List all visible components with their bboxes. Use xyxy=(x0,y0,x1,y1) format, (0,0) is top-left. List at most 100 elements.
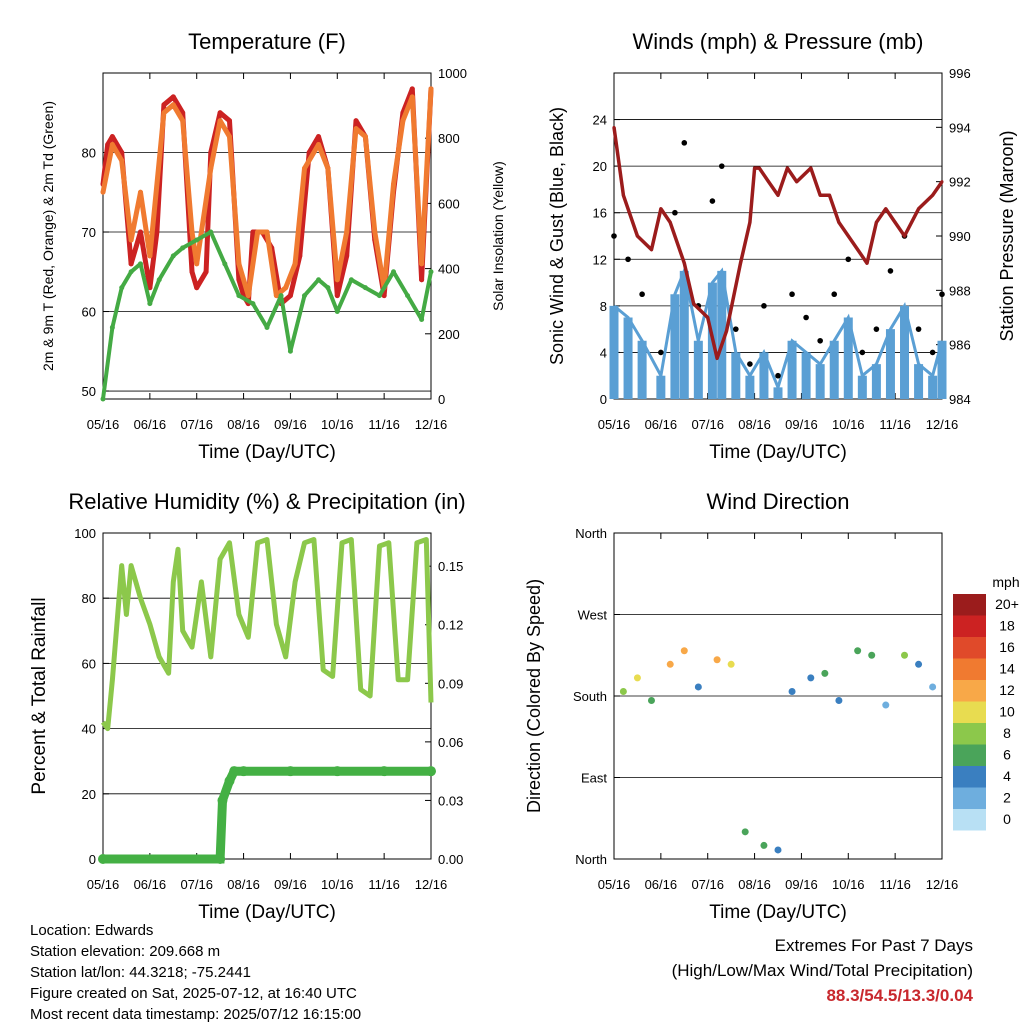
pressure-point xyxy=(706,316,710,319)
station-info: Location: Edwards Station elevation: 209… xyxy=(30,920,361,1025)
pressure-point xyxy=(715,356,719,360)
x-tick-label: 06/16 xyxy=(645,877,678,892)
precip-point xyxy=(217,795,228,806)
rh-y-label: 100 xyxy=(74,526,96,541)
gust-point xyxy=(625,256,631,263)
direction-point xyxy=(854,647,862,655)
data-point xyxy=(217,110,223,116)
data-point xyxy=(180,118,186,124)
solar-y-label: 1000 xyxy=(438,66,467,81)
solar-y-label: 600 xyxy=(438,196,460,211)
data-point xyxy=(222,261,228,267)
data-point xyxy=(170,102,176,108)
x-tick-label: 08/16 xyxy=(227,417,260,432)
wind-line xyxy=(613,265,944,392)
pressure-point xyxy=(692,302,696,306)
data-point xyxy=(255,229,261,235)
pressure-point xyxy=(739,261,743,265)
data-point xyxy=(194,285,200,291)
precip-point xyxy=(426,766,436,777)
gust-point xyxy=(761,303,767,309)
extremes-subtitle: (High/Low/Max Wind/Total Precipitation) xyxy=(671,961,973,980)
data-point xyxy=(137,189,143,195)
pressure-point xyxy=(837,220,841,224)
x-tick-label: 12/16 xyxy=(926,417,959,432)
created-text: Figure created on Sat, 2025-07-12, at 16… xyxy=(30,985,357,1002)
data-point xyxy=(128,237,134,243)
x-axis-label: Time (Day/UTC) xyxy=(198,902,336,923)
precip-point xyxy=(238,766,249,777)
x-tick-label: 09/16 xyxy=(274,877,307,892)
panel-title: Winds (mph) & Pressure (mb) xyxy=(633,29,924,54)
data-point xyxy=(428,269,434,275)
y-axis-label: Percent & Total Rainfall xyxy=(29,597,50,794)
data-point xyxy=(109,142,115,148)
gust-point xyxy=(915,326,922,332)
gust-point xyxy=(733,326,739,332)
pressure-point xyxy=(917,207,921,211)
dir-y-label: North xyxy=(575,526,607,541)
data-point xyxy=(161,110,167,116)
colorbar-swatch xyxy=(953,787,986,809)
x-tick-label: 10/16 xyxy=(832,877,865,892)
data-point xyxy=(170,94,176,100)
gust-point xyxy=(718,163,725,169)
direction-point xyxy=(821,669,829,677)
dir-y-label: South xyxy=(573,689,607,704)
x-tick-label: 08/16 xyxy=(738,417,771,432)
data-point xyxy=(161,102,167,108)
data-point xyxy=(264,324,270,330)
data-point xyxy=(119,157,125,163)
extremes-title: Extremes For Past 7 Days xyxy=(774,936,973,955)
data-point xyxy=(344,253,350,259)
pressure-point xyxy=(668,220,672,224)
data-point xyxy=(362,134,368,140)
wind-direction-panel: 05/16 06/16 07/16 08/16 09/16 10/16 11/16 12/16… xyxy=(524,489,958,923)
precip-point xyxy=(379,766,390,777)
extremes-values: 88.3/54.5/13.3/0.04 xyxy=(826,986,973,1005)
data-point xyxy=(353,126,359,132)
x-tick-label: 05/16 xyxy=(598,877,631,892)
colorbar-label: 6 xyxy=(1003,747,1011,763)
elevation-text: Station elevation: 209.668 m xyxy=(30,943,221,960)
colorbar-label: 12 xyxy=(999,682,1015,698)
colorbar-label: 0 xyxy=(1003,811,1011,827)
gust-point xyxy=(873,326,880,332)
pressure-point xyxy=(682,261,686,265)
extremes-box: Extremes For Past 7 Days (High/Low/Max W… xyxy=(672,933,973,1008)
gust-point xyxy=(887,268,894,274)
rh-y-label: 0 xyxy=(89,852,96,867)
data-point xyxy=(353,118,359,124)
x-tick-label: 07/16 xyxy=(180,417,213,432)
data-point xyxy=(128,269,134,275)
data-point xyxy=(109,324,115,330)
colorbar-label: 18 xyxy=(999,618,1015,634)
colorbar-swatch xyxy=(953,637,986,659)
pressure-point xyxy=(903,234,907,238)
colorbar-label: 8 xyxy=(1003,725,1011,741)
pressure-point xyxy=(659,207,663,211)
data-point xyxy=(287,293,293,299)
wind-speed-colorbar: mph 20+ 18 16 14 12 10 8 6 4 2 0 xyxy=(953,574,1020,831)
x-tick-label: 09/16 xyxy=(274,417,307,432)
data-point xyxy=(170,253,176,259)
x-axis-label: Time (Day/UTC) xyxy=(198,442,336,463)
wind-y-label: 24 xyxy=(593,113,607,128)
direction-point xyxy=(868,651,876,659)
x-tick-label: 10/16 xyxy=(832,417,865,432)
data-point xyxy=(419,277,425,283)
data-point xyxy=(236,261,242,267)
pressure-y-label: 994 xyxy=(949,120,971,135)
wind-y-label: 20 xyxy=(593,159,607,174)
data-point xyxy=(419,316,425,322)
gust-point xyxy=(709,198,716,204)
data-point xyxy=(137,261,143,267)
data-point xyxy=(156,277,162,283)
data-point xyxy=(208,165,214,171)
data-point xyxy=(109,134,115,140)
location-text: Location: Edwards xyxy=(30,922,154,939)
colorbar-label: 14 xyxy=(999,661,1015,677)
direction-point xyxy=(760,841,768,849)
temp-y-label: 80 xyxy=(82,146,96,161)
data-point xyxy=(348,277,354,283)
